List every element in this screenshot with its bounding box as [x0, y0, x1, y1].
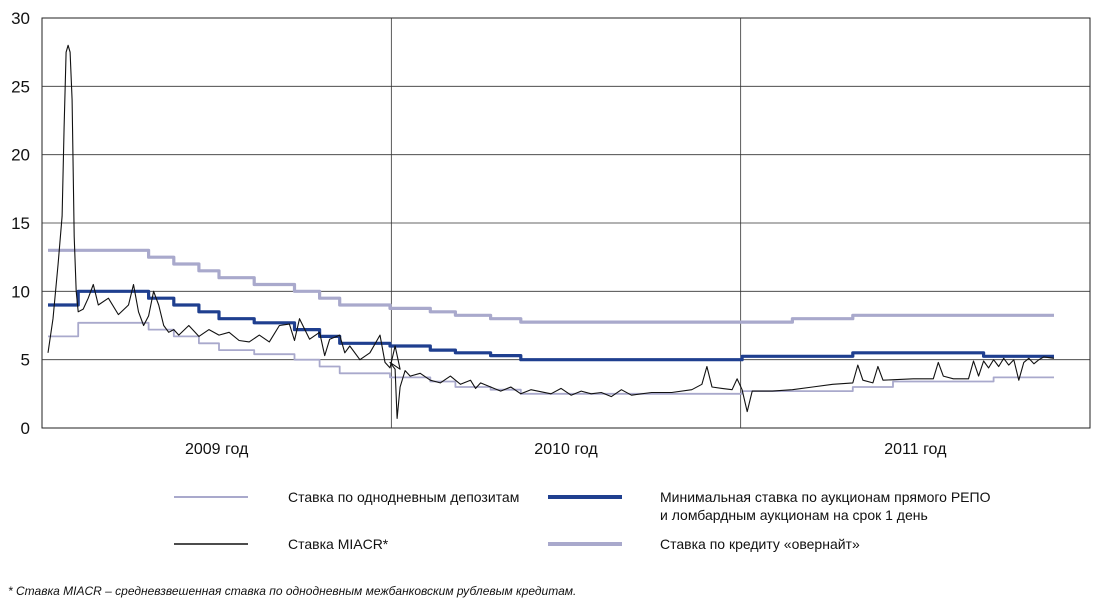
series-line-1 — [48, 289, 1054, 362]
rates-chart: 0 5 10 15 20 25 30 2009 год 2010 год 2011 год Ст… — [11, 9, 1091, 552]
year-label-2: 2011 год — [884, 441, 947, 458]
legend-label-deposit-rate: Ставка по однодневным депозитам — [288, 489, 519, 505]
series-line-2 — [47, 44, 1055, 419]
legend: Ставка по однодневным депозитам Минималь… — [174, 489, 994, 552]
year-label-0: 2009 год — [185, 441, 249, 458]
legend-label-miacr: Ставка MIACR* — [288, 536, 389, 552]
series-layer — [47, 44, 1055, 419]
legend-label-repo-rate: Минимальная ставка по аукционам прямого … — [660, 489, 994, 523]
footnote: * Ставка MIACR – средневзвешенная ставка… — [8, 584, 577, 598]
legend-label-overnight-rate: Ставка по кредиту «овернайт» — [660, 536, 860, 552]
y-tick-label-15: 15 — [11, 214, 30, 233]
y-tick-label-10: 10 — [11, 282, 30, 301]
gridlines — [42, 85, 1090, 361]
year-label-1: 2010 год — [534, 441, 598, 458]
series-line-3 — [48, 248, 1054, 324]
legend-label-repo-rate-line-1: Минимальная ставка по аукционам прямого … — [660, 489, 991, 505]
y-tick-label-20: 20 — [11, 146, 30, 165]
y-axis-tick-labels: 0 5 10 15 20 25 30 — [11, 9, 30, 438]
legend-label-repo-rate-line-2: и ломбардным аукционам на срок 1 день — [660, 507, 928, 523]
x-axis-year-labels: 2009 год 2010 год 2011 год — [185, 441, 947, 458]
series-line-0 — [48, 321, 1054, 395]
y-tick-label-25: 25 — [11, 77, 30, 96]
y-tick-label-5: 5 — [21, 351, 30, 370]
y-tick-label-0: 0 — [21, 419, 30, 438]
y-tick-label-30: 30 — [11, 9, 30, 28]
